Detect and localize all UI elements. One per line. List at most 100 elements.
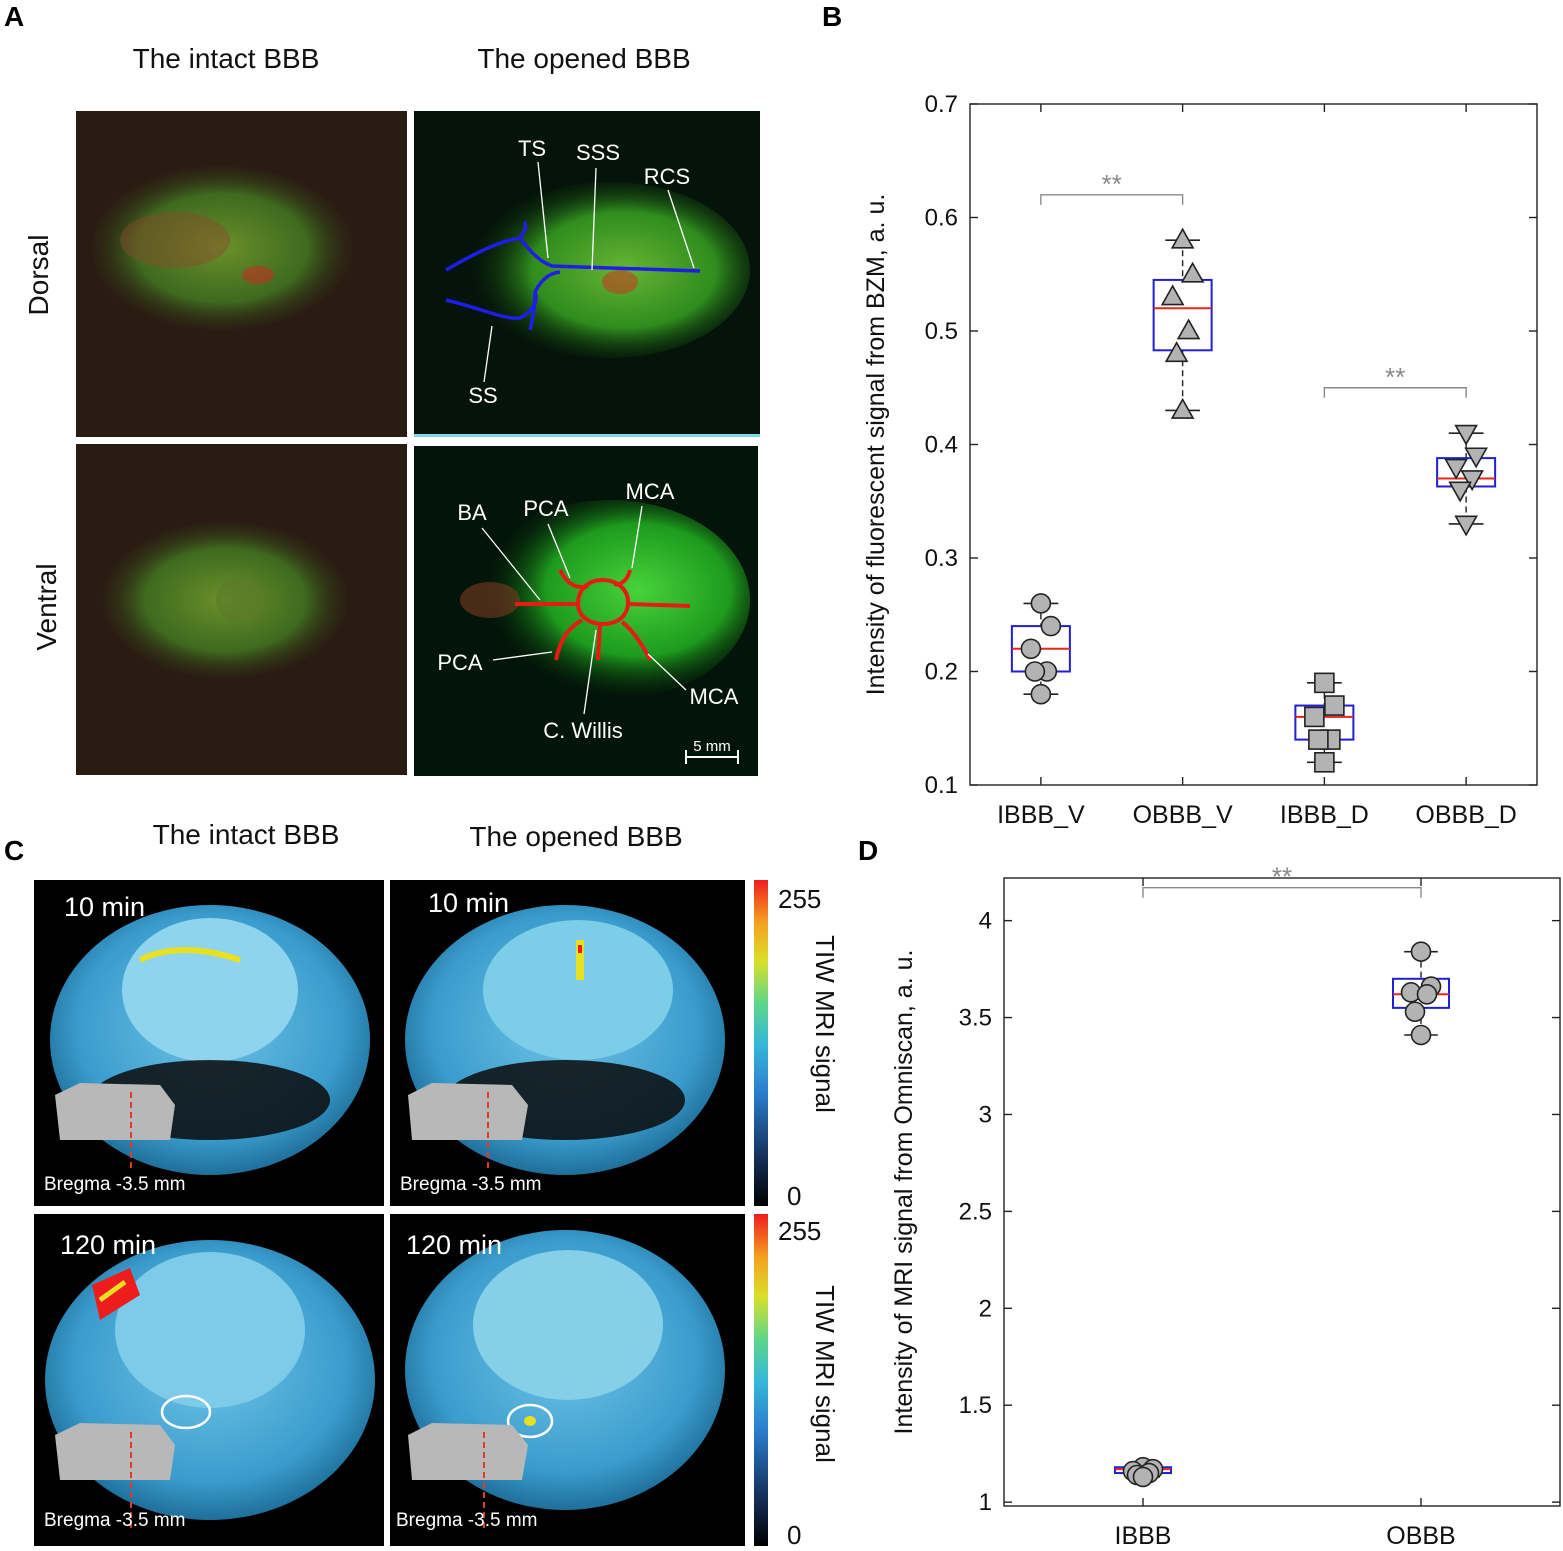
y-tick-label: 0.7 [925, 91, 958, 118]
colorbar-min: 0 [787, 1520, 801, 1550]
data-point-triangle-up [1160, 284, 1185, 306]
data-point-circle [1416, 983, 1438, 1005]
data-point-triangle-up [1176, 318, 1201, 340]
mri-opened-120min: 120 min Bregma -3.5 mm [390, 1214, 745, 1546]
label-rcs: RCS [644, 164, 690, 189]
label-pca-bottom: PCA [437, 650, 483, 675]
panel-a-title-intact: The intact BBB [133, 43, 320, 74]
significance-label: ** [1272, 862, 1292, 892]
significance-bracket [1323, 387, 1467, 398]
data-point-triangle-up [1164, 341, 1189, 363]
mri-time-label: 120 min [406, 1230, 502, 1260]
panel-a-row-ventral: Ventral [31, 563, 62, 650]
data-point-square [1314, 751, 1335, 773]
colorbar-bottom: 255 0 TIW MRI signal [754, 1214, 840, 1550]
label-c-willis: C. Willis [543, 718, 622, 743]
photo-ventral-opened: BA PCA MCA PCA MCA C. Willis 5 mm [414, 446, 758, 776]
data-point-circle [1030, 683, 1052, 705]
y-axis-label: Intensity of fluorescent signal from BZM… [862, 194, 890, 696]
mri-time-label: 10 min [428, 888, 509, 918]
mri-bregma-label: Bregma -3.5 mm [44, 1510, 185, 1531]
significance-bracket [1142, 886, 1422, 898]
label-ss: SS [468, 383, 497, 408]
photo-ventral-intact [76, 444, 407, 775]
x-category-label: IBBB_V [997, 801, 1085, 829]
data-point-circle [1410, 1024, 1432, 1046]
colorbar-min: 0 [787, 1181, 801, 1211]
photo-dorsal-intact [76, 111, 407, 437]
mri-bregma-label: Bregma -3.5 mm [400, 1174, 541, 1195]
colorbar-label: TIW MRI signal [810, 1285, 840, 1463]
chart-b: 0.1 0.2 0.3 0.4 0.5 0.6 0.7 IBBB_V OBBB_V IBBB_D O… [862, 91, 1538, 829]
panel-letter-d: D [858, 835, 878, 866]
panel-a: A The intact BBB The opened BBB Dorsal V… [4, 1, 760, 776]
panel-a-title-opened: The opened BBB [477, 43, 690, 74]
x-category-label: OBBB_V [1133, 801, 1233, 829]
data-point-circle [1024, 661, 1046, 682]
label-ba: BA [457, 500, 487, 525]
y-tick-label: 2.5 [959, 1198, 992, 1225]
x-category-label: OBBB_D [1415, 801, 1516, 829]
label-mca-bottom: MCA [690, 684, 739, 709]
data-point-triangle-down [1454, 424, 1478, 446]
colorbar-label: TIW MRI signal [810, 935, 840, 1113]
data-point-circle [1404, 1001, 1426, 1023]
significance-label: ** [1385, 362, 1405, 392]
panel-b: B 0.1 0.2 0.3 0.4 0.5 0.6 0.7 IBBB_V OBBB_V IBBB_… [822, 1, 1538, 829]
box-IBBB_D [1294, 672, 1355, 773]
data-point-circle [1410, 941, 1432, 962]
data-point-triangle-down [1444, 458, 1468, 480]
data-point-square [1308, 729, 1329, 750]
plot-frame [1003, 877, 1561, 1507]
x-category-label: IBBB [1115, 1522, 1172, 1550]
significance-bracket [1040, 194, 1184, 205]
panel-c-title-opened: The opened BBB [469, 821, 682, 852]
panel-letter-a: A [4, 1, 24, 32]
y-tick-label: 0.4 [925, 432, 958, 459]
ventral-vessel-overlay [515, 569, 691, 661]
y-tick-label: 0.2 [925, 659, 958, 686]
significance-label: ** [1102, 169, 1122, 199]
y-tick-label: 4 [979, 908, 992, 935]
mri-bregma-label: Bregma -3.5 mm [396, 1510, 537, 1531]
panel-c-title-intact: The intact BBB [153, 819, 340, 850]
data-point-circle [1040, 615, 1062, 637]
plot-frame [969, 103, 1538, 786]
x-category-label: IBBB_D [1280, 801, 1369, 829]
panel-c: C The intact BBB The opened BBB 10 min B… [4, 819, 840, 1550]
x-category-label: OBBB [1386, 1522, 1455, 1550]
box-OBBB [1392, 941, 1450, 1046]
data-point-triangle-down [1448, 481, 1472, 503]
y-tick-label: 2 [979, 1295, 992, 1322]
panel-letter-c: C [4, 835, 24, 866]
panel-letter-b: B [822, 1, 842, 32]
y-tick-label: 0.3 [925, 545, 958, 572]
y-tick-label: 1 [979, 1489, 992, 1516]
mri-time-label: 10 min [64, 892, 145, 922]
label-sss: SSS [576, 140, 620, 165]
label-ts: TS [518, 136, 546, 161]
scalebar-label: 5 mm [693, 738, 731, 755]
mri-intact-10min: 10 min Bregma -3.5 mm [34, 880, 384, 1206]
y-tick-label: 3 [979, 1101, 992, 1128]
panel-a-row-dorsal: Dorsal [23, 235, 54, 316]
box-IBBB [1114, 1456, 1172, 1488]
box-IBBB_V [1010, 593, 1071, 705]
dorsal-vessel-overlay-2 [528, 291, 537, 331]
box-iqr [1152, 278, 1213, 352]
y-tick-label: 1.5 [959, 1392, 992, 1419]
panel-d: D 1 1.5 2 2.5 3 3.5 4 IBBB OBBB Intensity of MRI … [858, 835, 1561, 1550]
data-point-triangle-down [1454, 515, 1478, 537]
photo-dorsal-opened: TS SSS RCS SS [414, 111, 760, 437]
y-tick-label: 3.5 [959, 1005, 992, 1032]
data-point-circle [1132, 1466, 1154, 1488]
box-OBBB_D [1436, 424, 1497, 537]
data-point-square [1304, 706, 1325, 728]
mri-time-label: 120 min [60, 1230, 156, 1260]
colorbar-max: 255 [778, 884, 821, 914]
y-tick-label: 0.1 [925, 772, 958, 799]
mri-bregma-label: Bregma -3.5 mm [44, 1174, 185, 1195]
data-point-triangle-up [1180, 261, 1205, 283]
divider-line [414, 434, 760, 437]
